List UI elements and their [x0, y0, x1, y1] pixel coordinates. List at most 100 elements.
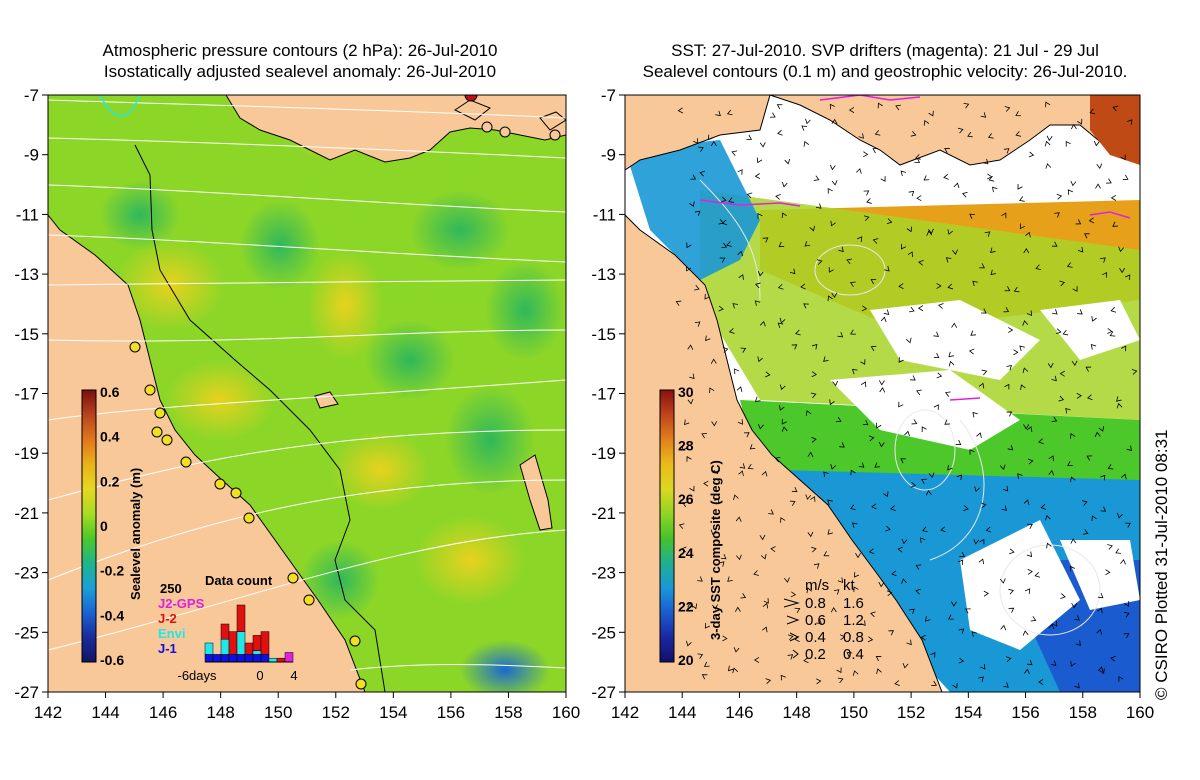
velocity-arrow — [900, 170, 907, 177]
right-colorbar-tick: 30 — [678, 384, 694, 400]
velocity-arrow — [710, 358, 717, 364]
velocity-arrow — [1023, 424, 1030, 430]
velocity-arrow — [1052, 309, 1058, 315]
velocity-arrow — [823, 551, 830, 557]
velocity-arrow — [1003, 148, 1010, 154]
velocity-arrow — [762, 602, 769, 609]
left-colorbar-label: Sealevel anomaly (m) — [128, 468, 143, 600]
velocity-arrow — [705, 335, 711, 342]
velocity-arrow — [944, 148, 950, 154]
velocity-arrow — [886, 218, 893, 225]
velocity-arrow — [1028, 151, 1035, 158]
left-colorbar-tick: -0.2 — [100, 563, 124, 579]
velocity-arrow — [815, 678, 822, 685]
velocity-arrow — [916, 389, 922, 396]
data-count-bar — [212, 654, 222, 663]
velocity-arrow — [983, 590, 990, 597]
velocity-arrow — [756, 157, 763, 164]
right-colorbar: 30 28 26 24 22 20 3-day SST composite (deg C) — [659, 384, 723, 668]
velocity-arrow — [1070, 123, 1077, 130]
left-colorbar-tick: 0.2 — [100, 473, 120, 489]
left-anomaly-low — [240, 200, 320, 290]
right-lat-label: -15 — [591, 325, 616, 344]
velocity-arrow — [848, 107, 855, 113]
velocity-arrow — [906, 226, 913, 233]
velocity-arrow — [846, 258, 853, 265]
velocity-arrow — [801, 125, 808, 131]
velocity-arrow — [878, 380, 885, 386]
velocity-arrow — [1066, 262, 1073, 268]
velocity-legend-arrow — [792, 649, 799, 659]
right-lon-label: 142 — [611, 703, 639, 722]
velocity-arrow — [951, 322, 958, 328]
velocity-arrow — [697, 576, 703, 582]
velocity-arrow — [1002, 485, 1009, 492]
velocity-arrow — [969, 213, 975, 219]
velocity-arrow — [923, 175, 930, 181]
velocity-arrow — [1116, 396, 1122, 402]
velocity-arrow — [1100, 506, 1107, 512]
velocity-arrow — [898, 401, 904, 408]
velocity-arrow — [813, 563, 820, 569]
velocity-arrow — [1069, 565, 1076, 572]
velocity-arrow — [827, 187, 833, 194]
velocity-arrow — [687, 398, 694, 405]
velocity-arrow — [906, 639, 912, 646]
velocity-arrow — [682, 501, 688, 508]
left-lat-label: -17 — [14, 385, 39, 404]
velocity-arrow — [1047, 362, 1054, 369]
velocity-arrow — [1044, 140, 1051, 147]
right-colorbar-bar — [659, 389, 675, 663]
velocity-arrow — [1013, 349, 1019, 356]
velocity-arrow — [831, 118, 838, 125]
velocity-arrow — [832, 380, 838, 387]
data-count-legend-envi: Envi — [158, 626, 185, 641]
velocity-arrow — [1110, 655, 1116, 662]
left-new-caledonia — [519, 454, 553, 531]
data-count-axis-label: 0 — [256, 668, 263, 683]
velocity-arrow — [871, 503, 877, 510]
velocity-arrow — [1030, 616, 1037, 622]
velocity-arrow — [980, 502, 987, 509]
velocity-arrow — [1089, 108, 1096, 115]
left-anomaly-low — [485, 260, 565, 360]
velocity-arrow — [1115, 548, 1121, 554]
velocity-arrow — [809, 225, 815, 232]
velocity-arrow — [963, 505, 969, 512]
velocity-arrow — [870, 611, 876, 618]
velocity-arrow — [916, 195, 922, 202]
velocity-arrow — [933, 331, 940, 337]
data-count-bar — [220, 623, 230, 640]
left-anomaly-high — [115, 240, 225, 330]
velocity-arrow — [805, 494, 812, 500]
right-colorbar-tick: 28 — [678, 438, 694, 454]
left-tide-gauges — [129, 121, 561, 690]
velocity-arrow — [1087, 394, 1093, 401]
velocity-arrow — [704, 661, 710, 667]
velocity-arrow — [948, 351, 954, 358]
velocity-arrow — [1065, 407, 1071, 414]
data-count-bar — [244, 654, 254, 663]
velocity-arrow — [895, 104, 901, 111]
velocity-arrow — [1062, 329, 1069, 336]
velocity-arrow — [1077, 309, 1083, 315]
right-lon-label: 152 — [897, 703, 925, 722]
velocity-arrow — [1001, 505, 1007, 511]
velocity-arrow — [972, 280, 978, 287]
left-lon-label: 148 — [206, 703, 234, 722]
velocity-arrow — [1096, 628, 1103, 635]
data-count-bar — [204, 654, 214, 663]
velocity-arrow — [904, 430, 910, 437]
velocity-arrow — [810, 392, 817, 399]
velocity-arrow — [891, 570, 897, 577]
velocity-arrow — [829, 399, 835, 406]
velocity-arrow — [722, 635, 728, 642]
velocity-arrow — [863, 151, 869, 158]
velocity-arrow — [863, 190, 870, 196]
velocity-arrow — [1067, 460, 1073, 467]
left-lon-label: 154 — [379, 703, 407, 722]
velocity-arrow — [795, 329, 801, 336]
velocity-arrow — [1054, 212, 1060, 218]
left-lon-label: 142 — [34, 703, 62, 722]
velocity-arrow — [861, 305, 868, 312]
